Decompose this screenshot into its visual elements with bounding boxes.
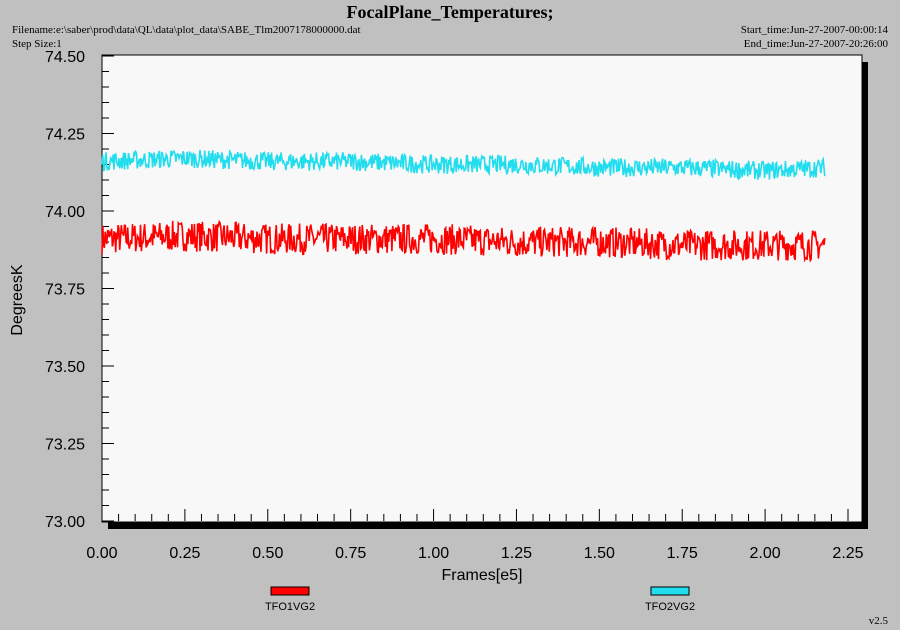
chart-title: FocalPlane_Temperatures; — [346, 2, 554, 22]
x-tick-label: 1.75 — [667, 545, 698, 562]
x-tick-label: 1.00 — [418, 545, 449, 562]
y-tick-label: 74.25 — [45, 127, 85, 144]
x-tick-label: 0.50 — [252, 545, 283, 562]
legend-swatch-tfo1vg2 — [270, 586, 310, 596]
plot-area — [101, 54, 863, 523]
y-tick-label: 73.75 — [45, 282, 85, 299]
y-tick-label: 74.00 — [45, 204, 85, 221]
y-tick-label: 74.50 — [45, 49, 85, 66]
legend: TFO1VG2 TFO2VG2 — [265, 586, 695, 613]
series-layer — [101, 149, 826, 263]
x-tick-label: 0.00 — [86, 545, 117, 562]
y-tick-label: 73.50 — [45, 359, 85, 376]
step-size-text: Step Size:1 — [12, 38, 62, 50]
legend-label-tfo1vg2: TFO1VG2 — [265, 601, 315, 613]
start-time-text: Start_time:Jun-27-2007-00:00:14 — [740, 24, 888, 36]
axis-ticks — [101, 55, 849, 522]
x-axis-label: Frames[e5] — [442, 567, 523, 584]
x-tick-label: 1.50 — [584, 545, 615, 562]
series-line-tfo2vg2 — [101, 149, 826, 182]
x-tick-label: 0.25 — [169, 545, 200, 562]
legend-swatch-tfo2vg2 — [650, 586, 690, 596]
end-time-text: End_time:Jun-27-2007-20:26:00 — [743, 38, 888, 50]
x-tick-label: 1.25 — [501, 545, 532, 562]
x-tick-label: 2.00 — [750, 545, 781, 562]
y-axis-label: DegreesK — [9, 264, 26, 335]
legend-label-tfo2vg2: TFO2VG2 — [645, 601, 695, 613]
x-tick-label: 0.75 — [335, 545, 366, 562]
filename-text: Filename:e:\saber\prod\data\QL\data\plot… — [12, 24, 361, 36]
y-tick-label: 73.25 — [45, 437, 85, 454]
x-tick-labels: 0.00 0.25 0.50 0.75 1.00 1.25 1.50 1.75 2.00 2.25 — [86, 545, 863, 562]
y-tick-labels: 73.00 73.25 73.50 73.75 74.00 74.25 74.50 — [45, 49, 85, 531]
x-tick-label: 2.25 — [832, 545, 863, 562]
version-text: v2.5 — [868, 615, 888, 627]
series-line-tfo1vg2 — [101, 219, 826, 263]
y-tick-label: 73.00 — [45, 514, 85, 531]
